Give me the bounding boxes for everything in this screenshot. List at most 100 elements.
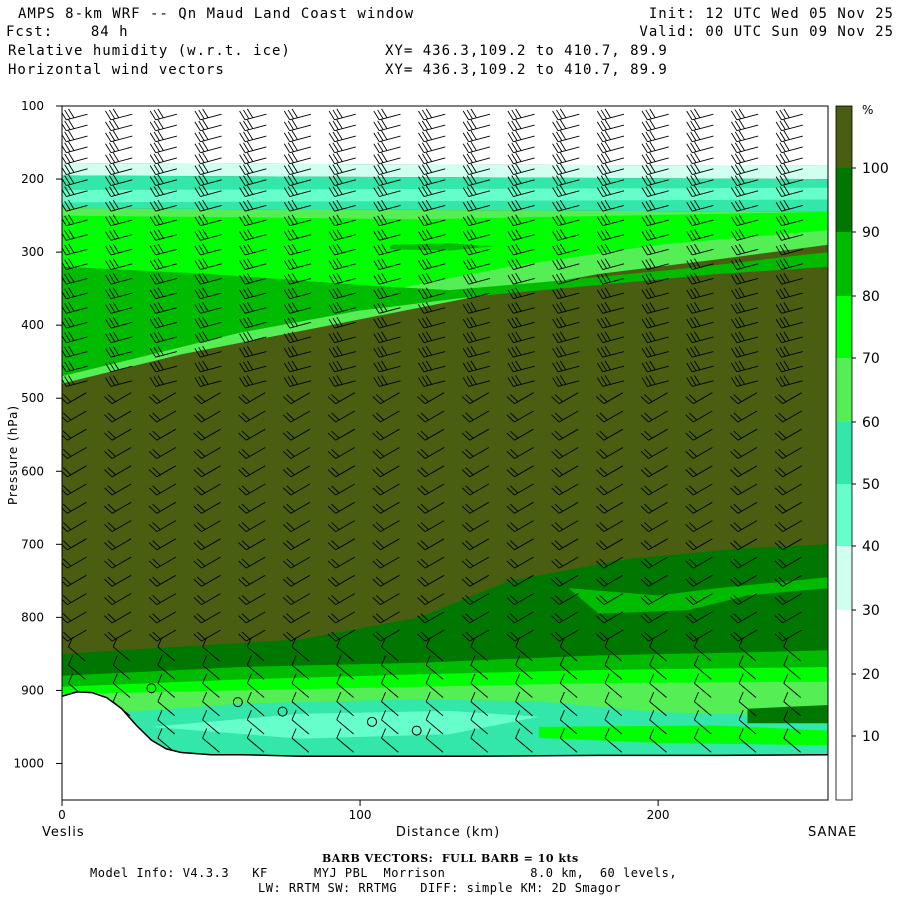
wind-barb (282, 556, 311, 569)
wind-barb (595, 556, 624, 569)
wind-barb (62, 302, 88, 314)
wind-barb (641, 229, 669, 241)
wind-barb (461, 392, 490, 405)
wind-barb (649, 673, 667, 698)
wind-barb (418, 331, 446, 344)
wind-barb (685, 611, 713, 624)
wind-barb (552, 152, 580, 165)
y-tick-label: 900 (21, 683, 44, 697)
wind-barb (149, 331, 178, 344)
terrain (62, 691, 828, 800)
wind-barb (685, 520, 713, 532)
wind-barb (552, 130, 580, 143)
wind-barb (596, 287, 625, 300)
wind-barb (470, 691, 489, 717)
wind-barb (685, 501, 713, 514)
wind-barb (649, 728, 667, 753)
wind-barb (641, 302, 669, 314)
wind-barb (202, 637, 220, 662)
wind-barb (515, 673, 533, 698)
wind-barb (462, 229, 491, 241)
wind-barb (328, 174, 356, 186)
wind-barb (731, 302, 759, 314)
wind-barb (604, 710, 623, 735)
wind-barb (336, 637, 354, 662)
wind-barb (105, 108, 133, 121)
wind-barb (372, 556, 400, 569)
wind-barb (596, 331, 625, 344)
wind-barb (507, 360, 535, 373)
wind-barb (552, 214, 580, 227)
wind-barb (328, 272, 356, 285)
wind-barb (149, 346, 178, 358)
wind-barb (105, 287, 133, 300)
wind-barb (604, 691, 623, 717)
wind-barb (595, 410, 624, 423)
wind-barb (291, 673, 310, 698)
wind-barb (194, 229, 222, 241)
wind-barb (194, 272, 222, 285)
wind-barb (157, 673, 176, 698)
wind-barb (149, 258, 178, 270)
wind-barb (373, 214, 401, 227)
wind-barb (282, 629, 311, 642)
wind-barb (372, 428, 400, 441)
wind-barb (193, 483, 221, 496)
circle-marker (146, 683, 157, 694)
wind-barb (328, 302, 356, 314)
wind-barb (193, 501, 221, 514)
wind-barb (283, 316, 312, 329)
wind-barb (641, 272, 669, 285)
wind-barb (515, 691, 533, 717)
wind-barb (507, 174, 535, 186)
wind-barb (418, 346, 446, 358)
wind-barb (148, 520, 177, 532)
wind-barb (462, 108, 491, 121)
wind-barb (693, 691, 712, 717)
wind-barb (157, 691, 176, 717)
wind-barb (641, 199, 669, 212)
wind-barb (418, 108, 446, 121)
wind-barb (373, 130, 401, 143)
wind-barb (148, 574, 177, 587)
wind-barb (148, 392, 177, 405)
wind-barb (372, 465, 400, 478)
circle-marker (277, 706, 288, 717)
wind-barb (649, 637, 667, 662)
wind-barb (105, 130, 133, 143)
wind-barb (686, 141, 714, 154)
wind-barb (194, 302, 222, 314)
wind-barb (328, 360, 356, 373)
colorbar: 100 90 80 70 60 50 40 30 20 10 (835, 105, 889, 801)
wind-barb (641, 331, 669, 344)
wind-barb (515, 655, 533, 680)
wind-barb (596, 316, 625, 329)
wind-barb (774, 629, 802, 642)
wind-barb (470, 673, 489, 698)
wind-barb (104, 574, 132, 587)
wind-barb (641, 375, 669, 387)
wind-barb (104, 611, 132, 624)
wind-barb (738, 637, 757, 662)
wind-barb (731, 174, 759, 186)
wind-barb (193, 574, 221, 587)
wind-barb (418, 185, 446, 197)
wind-barb (328, 152, 356, 165)
wind-barb (283, 141, 312, 154)
wind-barb (686, 119, 714, 132)
wind-barb (641, 360, 669, 373)
wind-barb (640, 556, 668, 569)
wind-barb (507, 229, 535, 241)
wind-barb (686, 302, 714, 314)
wind-barb (640, 520, 668, 532)
wind-barb (104, 428, 132, 441)
wind-barb (604, 673, 623, 698)
wind-barb (194, 316, 222, 329)
wind-barb (686, 130, 714, 143)
wind-barb (418, 229, 446, 241)
wind-barb (641, 152, 669, 165)
wind-barb (417, 392, 445, 405)
wind-barb (239, 214, 267, 227)
wind-barb (238, 629, 266, 642)
